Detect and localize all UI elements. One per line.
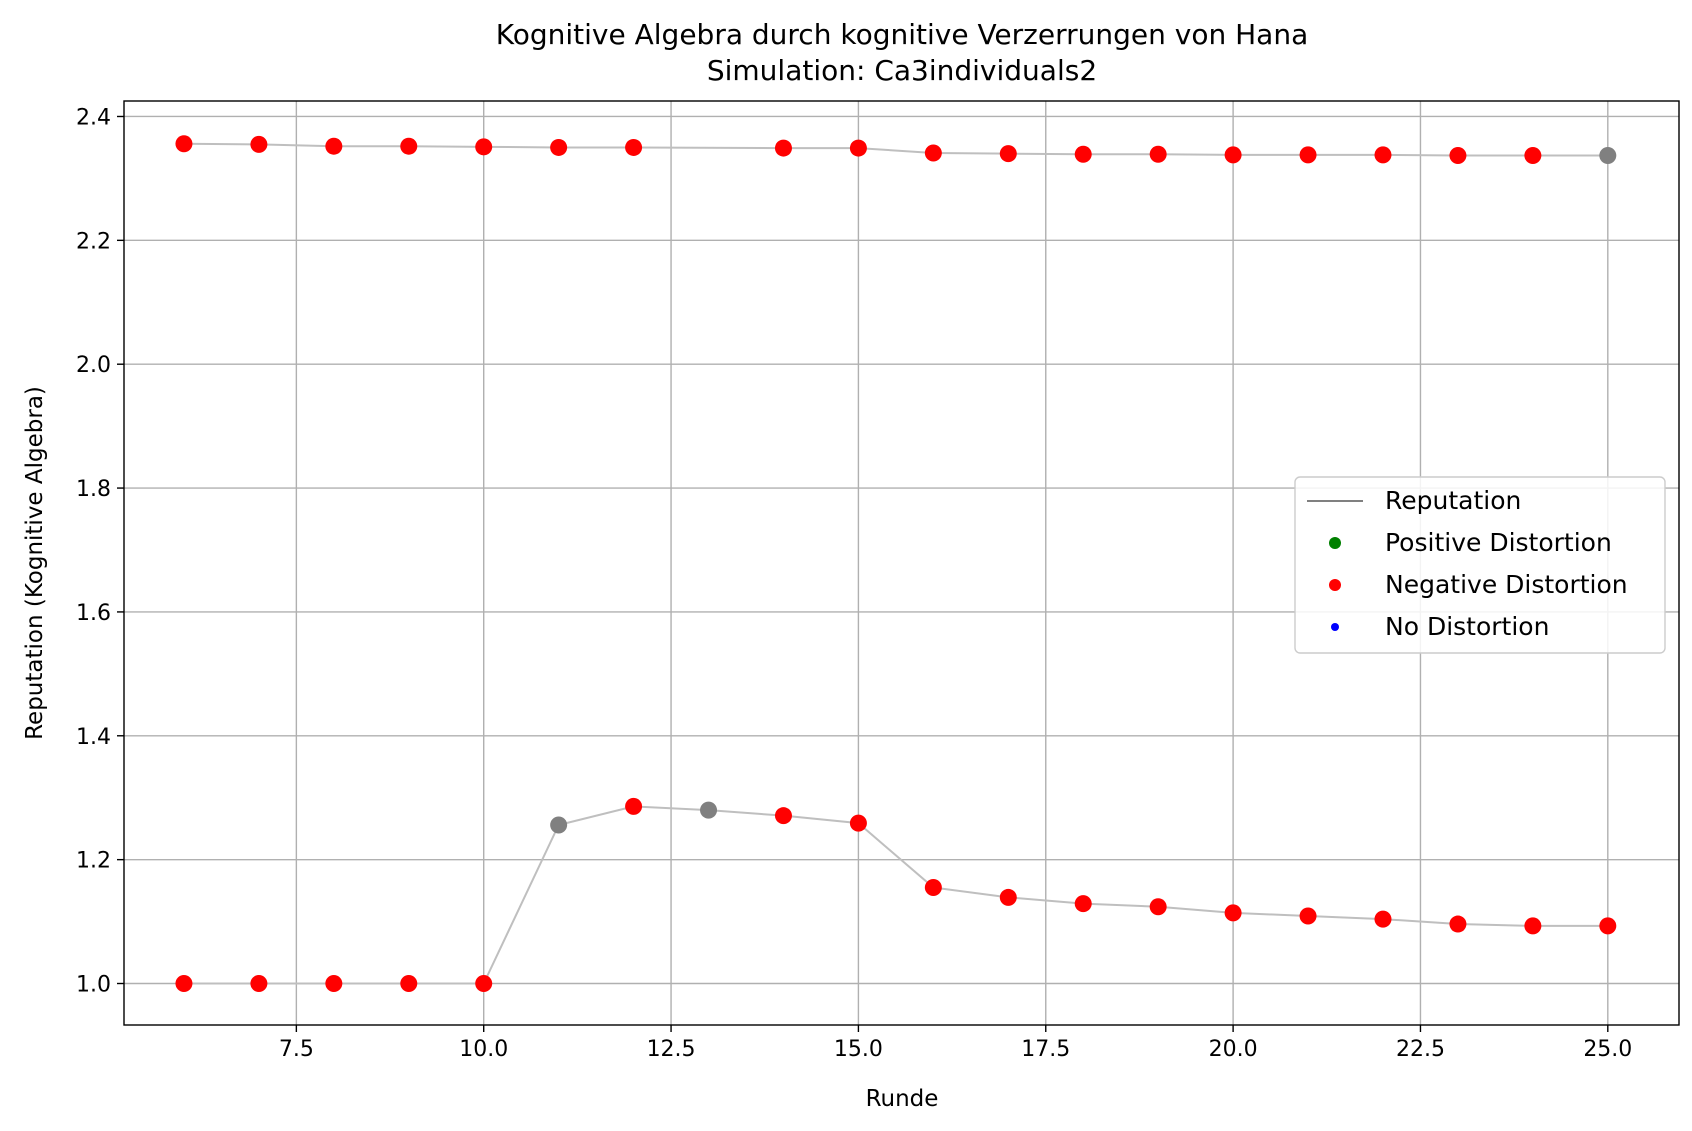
x-tick-label: 15.0	[834, 1037, 883, 1062]
data-point-unmarked	[1599, 146, 1617, 164]
chart-title: Kognitive Algebra durch kognitive Verzer…	[496, 18, 1308, 51]
x-tick-label: 17.5	[1021, 1037, 1070, 1062]
data-point-negative	[1149, 145, 1167, 163]
legend-box	[1294, 476, 1666, 654]
y-tick-label: 1.4	[76, 725, 111, 750]
data-points	[175, 135, 1617, 993]
y-axis-ticks: 1.0 1.2 1.4 1.6 1.8 2.0 2.2 2.4	[76, 105, 124, 998]
data-point-negative	[1449, 915, 1467, 933]
y-tick-label: 2.0	[76, 353, 111, 378]
data-point-negative	[400, 137, 418, 155]
data-point-unmarked	[700, 801, 718, 819]
x-axis-ticks: 7.5 10.0 12.5 15.0 17.5 20.0 22.5 25.0	[279, 1025, 1632, 1062]
chart-subtitle: Simulation: Ca3individuals2	[707, 54, 1097, 87]
y-tick-label: 1.2	[76, 849, 111, 874]
data-point-negative	[1149, 898, 1167, 916]
x-axis-label: Runde	[866, 1086, 939, 1112]
legend-negative-swatch	[1329, 579, 1341, 591]
data-point-negative	[550, 138, 568, 156]
x-tick-label: 12.5	[647, 1037, 696, 1062]
data-point-negative	[175, 135, 193, 153]
data-point-negative	[400, 975, 418, 993]
legend: Reputation Positive Distortion Negative …	[1294, 476, 1666, 654]
data-point-negative	[1449, 146, 1467, 164]
data-point-negative	[1224, 904, 1242, 922]
x-tick-label: 22.5	[1396, 1037, 1445, 1062]
legend-positive-swatch	[1329, 537, 1341, 549]
data-point-negative	[774, 139, 792, 157]
y-tick-label: 1.6	[76, 601, 111, 626]
data-point-negative	[1524, 917, 1542, 935]
x-tick-label: 10.0	[459, 1037, 508, 1062]
y-tick-label: 2.2	[76, 229, 111, 254]
data-point-negative	[1299, 146, 1317, 164]
legend-positive-label: Positive Distortion	[1385, 528, 1612, 557]
data-point-negative	[325, 137, 343, 155]
x-tick-label: 7.5	[279, 1037, 314, 1062]
data-point-negative	[1224, 146, 1242, 164]
y-tick-label: 2.4	[76, 105, 111, 130]
data-point-negative	[325, 975, 343, 993]
data-point-negative	[1299, 907, 1317, 925]
data-point-negative	[1374, 910, 1392, 928]
y-axis-label: Reputation (Kognitive Algebra)	[22, 386, 48, 740]
legend-none-swatch	[1331, 623, 1339, 631]
data-point-negative	[175, 975, 193, 993]
legend-negative-label: Negative Distortion	[1385, 570, 1628, 599]
data-point-negative	[1074, 895, 1092, 913]
data-point-negative	[924, 144, 942, 162]
data-point-negative	[774, 807, 792, 825]
data-point-negative	[250, 135, 268, 153]
data-point-negative	[475, 138, 493, 156]
y-tick-label: 1.8	[76, 477, 111, 502]
data-point-negative	[250, 975, 268, 993]
data-point-negative	[999, 145, 1017, 163]
data-point-negative	[849, 814, 867, 832]
data-point-negative	[849, 139, 867, 157]
x-tick-label: 20.0	[1209, 1037, 1258, 1062]
x-tick-label: 25.0	[1583, 1037, 1632, 1062]
data-point-negative	[1074, 145, 1092, 163]
data-point-negative	[924, 879, 942, 897]
legend-none-label: No Distortion	[1385, 612, 1549, 641]
legend-reputation-label: Reputation	[1385, 486, 1521, 515]
data-point-unmarked	[550, 816, 568, 834]
plot-frame	[123, 100, 1680, 1026]
data-point-negative	[1599, 917, 1617, 935]
data-point-negative	[625, 138, 643, 156]
data-point-negative	[625, 797, 643, 815]
data-point-negative	[475, 975, 493, 993]
data-point-negative	[1374, 146, 1392, 164]
data-point-negative	[999, 888, 1017, 906]
data-point-negative	[1524, 146, 1542, 164]
series-line-2	[183, 805, 1608, 985]
y-tick-label: 1.0	[76, 973, 111, 998]
